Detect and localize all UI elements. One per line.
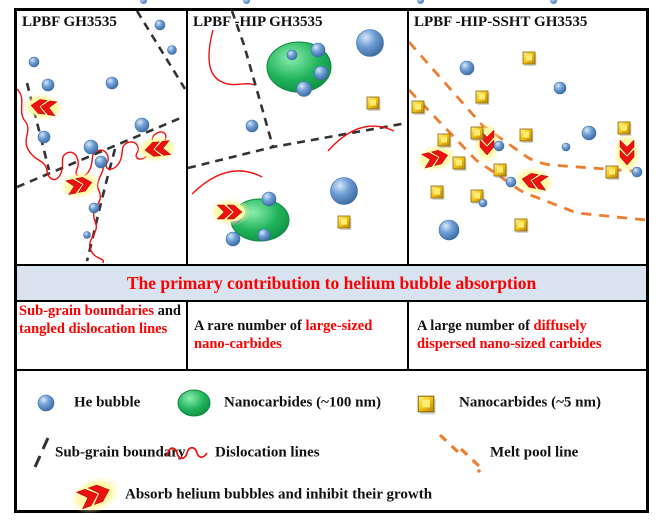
absorb-chevron <box>56 166 104 204</box>
legend-label-he-bubble: He bubble <box>74 394 141 411</box>
legend-label-dislocation-lines: Dislocation lines <box>215 444 320 461</box>
legend-label-sub-grain-boundary: Sub-grain boundary <box>55 444 186 461</box>
he-bubbles <box>28 19 177 239</box>
claim-text: A large number of diffusely dispersed na… <box>417 317 602 352</box>
he-bubble-icon <box>37 394 55 412</box>
legend: He bubble Nanocarbides (~100 nm) Nanocar… <box>17 371 646 516</box>
he-bubble-partial <box>140 0 147 4</box>
legend-label-absorb: Absorb helium bubbles and inhibit their … <box>125 486 433 503</box>
panel-title-lpbf-hip-ssht: LPBF -HIP-SSHT GH3535 <box>414 14 588 30</box>
absorb-chevron-icon <box>65 474 125 516</box>
panel-title-lpbf: LPBF GH3535 <box>22 14 117 30</box>
nanocarbide-large <box>266 41 332 97</box>
legend-label-nanocarbide-large: Nanocarbides (~100 nm) <box>224 394 381 411</box>
claims-row: Sub-grain boundaries and tangled disloca… <box>17 302 646 371</box>
panels-row: LPBF GH3535 <box>17 11 646 264</box>
he-bubbles <box>245 29 384 205</box>
claim-lpbf-hip-ssht: A large number of diffusely dispersed na… <box>409 302 646 369</box>
nanocarbide-large-icon <box>177 389 211 417</box>
panel-lpbf-hip-ssht: LPBF -HIP-SSHT GH3535 <box>409 11 646 264</box>
absorb-chevron <box>510 163 558 199</box>
claim-lpbf: Sub-grain boundaries and tangled disloca… <box>17 302 186 369</box>
absorb-chevron <box>134 132 180 166</box>
claim-text: Sub-grain boundaries and tangled disloca… <box>19 303 181 337</box>
nanocarbide-small-group <box>411 51 632 234</box>
absorb-chevron <box>208 197 252 227</box>
figure-frame: LPBF GH3535 <box>14 8 649 516</box>
panel-lpbf-hip-scene <box>188 11 407 247</box>
claim-lpbf-hip: A rare number of large-sized nano-carbid… <box>186 302 409 369</box>
dislocation-lines <box>191 29 395 195</box>
claim-text: A rare number of large-sized nano-carbid… <box>194 317 373 352</box>
panel-lpbf: LPBF GH3535 <box>17 11 186 264</box>
legend-label-nanocarbide-small: Nanocarbides (~5 nm) <box>459 394 601 411</box>
dislocation-lines-icon <box>166 446 208 460</box>
nanocarbide-small <box>337 215 352 231</box>
nanocarbide-small <box>366 96 381 112</box>
sub-grain-boundary-lines <box>188 11 407 170</box>
he-bubble-partial <box>417 0 424 4</box>
melt-pool-line-icon <box>438 433 481 473</box>
he-bubble-partial <box>550 0 557 4</box>
panel-lpbf-scene <box>17 11 186 264</box>
sub-grain-boundary-icon <box>33 437 50 468</box>
nanocarbide-small-icon <box>417 395 437 415</box>
legend-label-melt-pool-line: Melt pool line <box>490 444 579 461</box>
panel-lpbf-hip-ssht-scene <box>409 41 646 241</box>
panel-title-lpbf-hip: LPBF -HIP GH3535 <box>193 14 323 30</box>
banner: The primary contribution to helium bubbl… <box>17 264 646 302</box>
banner-text: The primary contribution to helium bubbl… <box>126 272 537 293</box>
absorb-chevron <box>20 89 66 125</box>
he-bubbles <box>438 60 643 241</box>
he-bubble-partial <box>243 0 250 4</box>
panel-lpbf-hip: LPBF -HIP GH3535 <box>186 11 409 264</box>
